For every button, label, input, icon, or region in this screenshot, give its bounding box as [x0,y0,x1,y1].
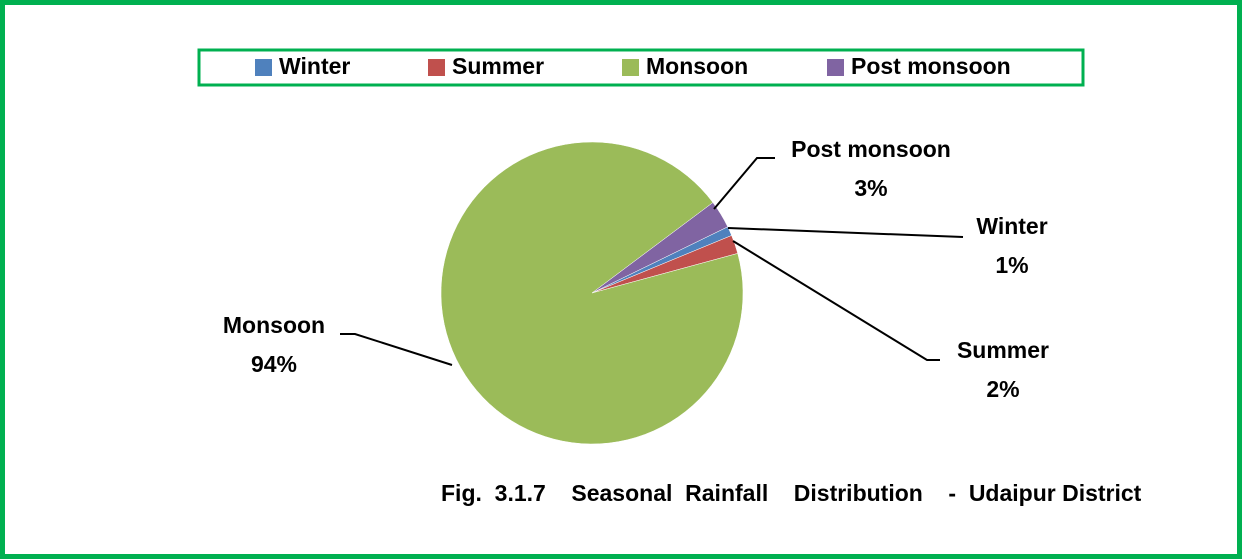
chart-title: Fig. 3.1.7 Seasonal Rainfall Distributio… [441,480,1142,506]
data-label-value: 2% [986,376,1019,402]
data-label-name: Summer [957,337,1049,363]
data-label-name: Winter [976,213,1047,239]
legend-swatch [622,59,639,76]
legend-label: Post monsoon [851,53,1011,79]
leader-line [340,333,453,366]
pie-slice [591,202,729,294]
legend-swatch [428,59,445,76]
legend-label: Summer [452,53,544,79]
data-label-value: 3% [854,175,887,201]
leader-line [713,157,775,210]
data-label-value: 1% [995,252,1028,278]
legend-label: Monsoon [646,53,748,79]
legend-box [197,48,1085,87]
leader-line [732,240,940,361]
leader-line [727,227,964,238]
legend-swatch [255,59,272,76]
data-label-value: 94% [251,351,297,377]
legend-swatch [827,59,844,76]
legend-label: Winter [279,53,350,79]
data-label-name: Post monsoon [791,136,951,162]
data-label-name: Monsoon [223,312,325,338]
